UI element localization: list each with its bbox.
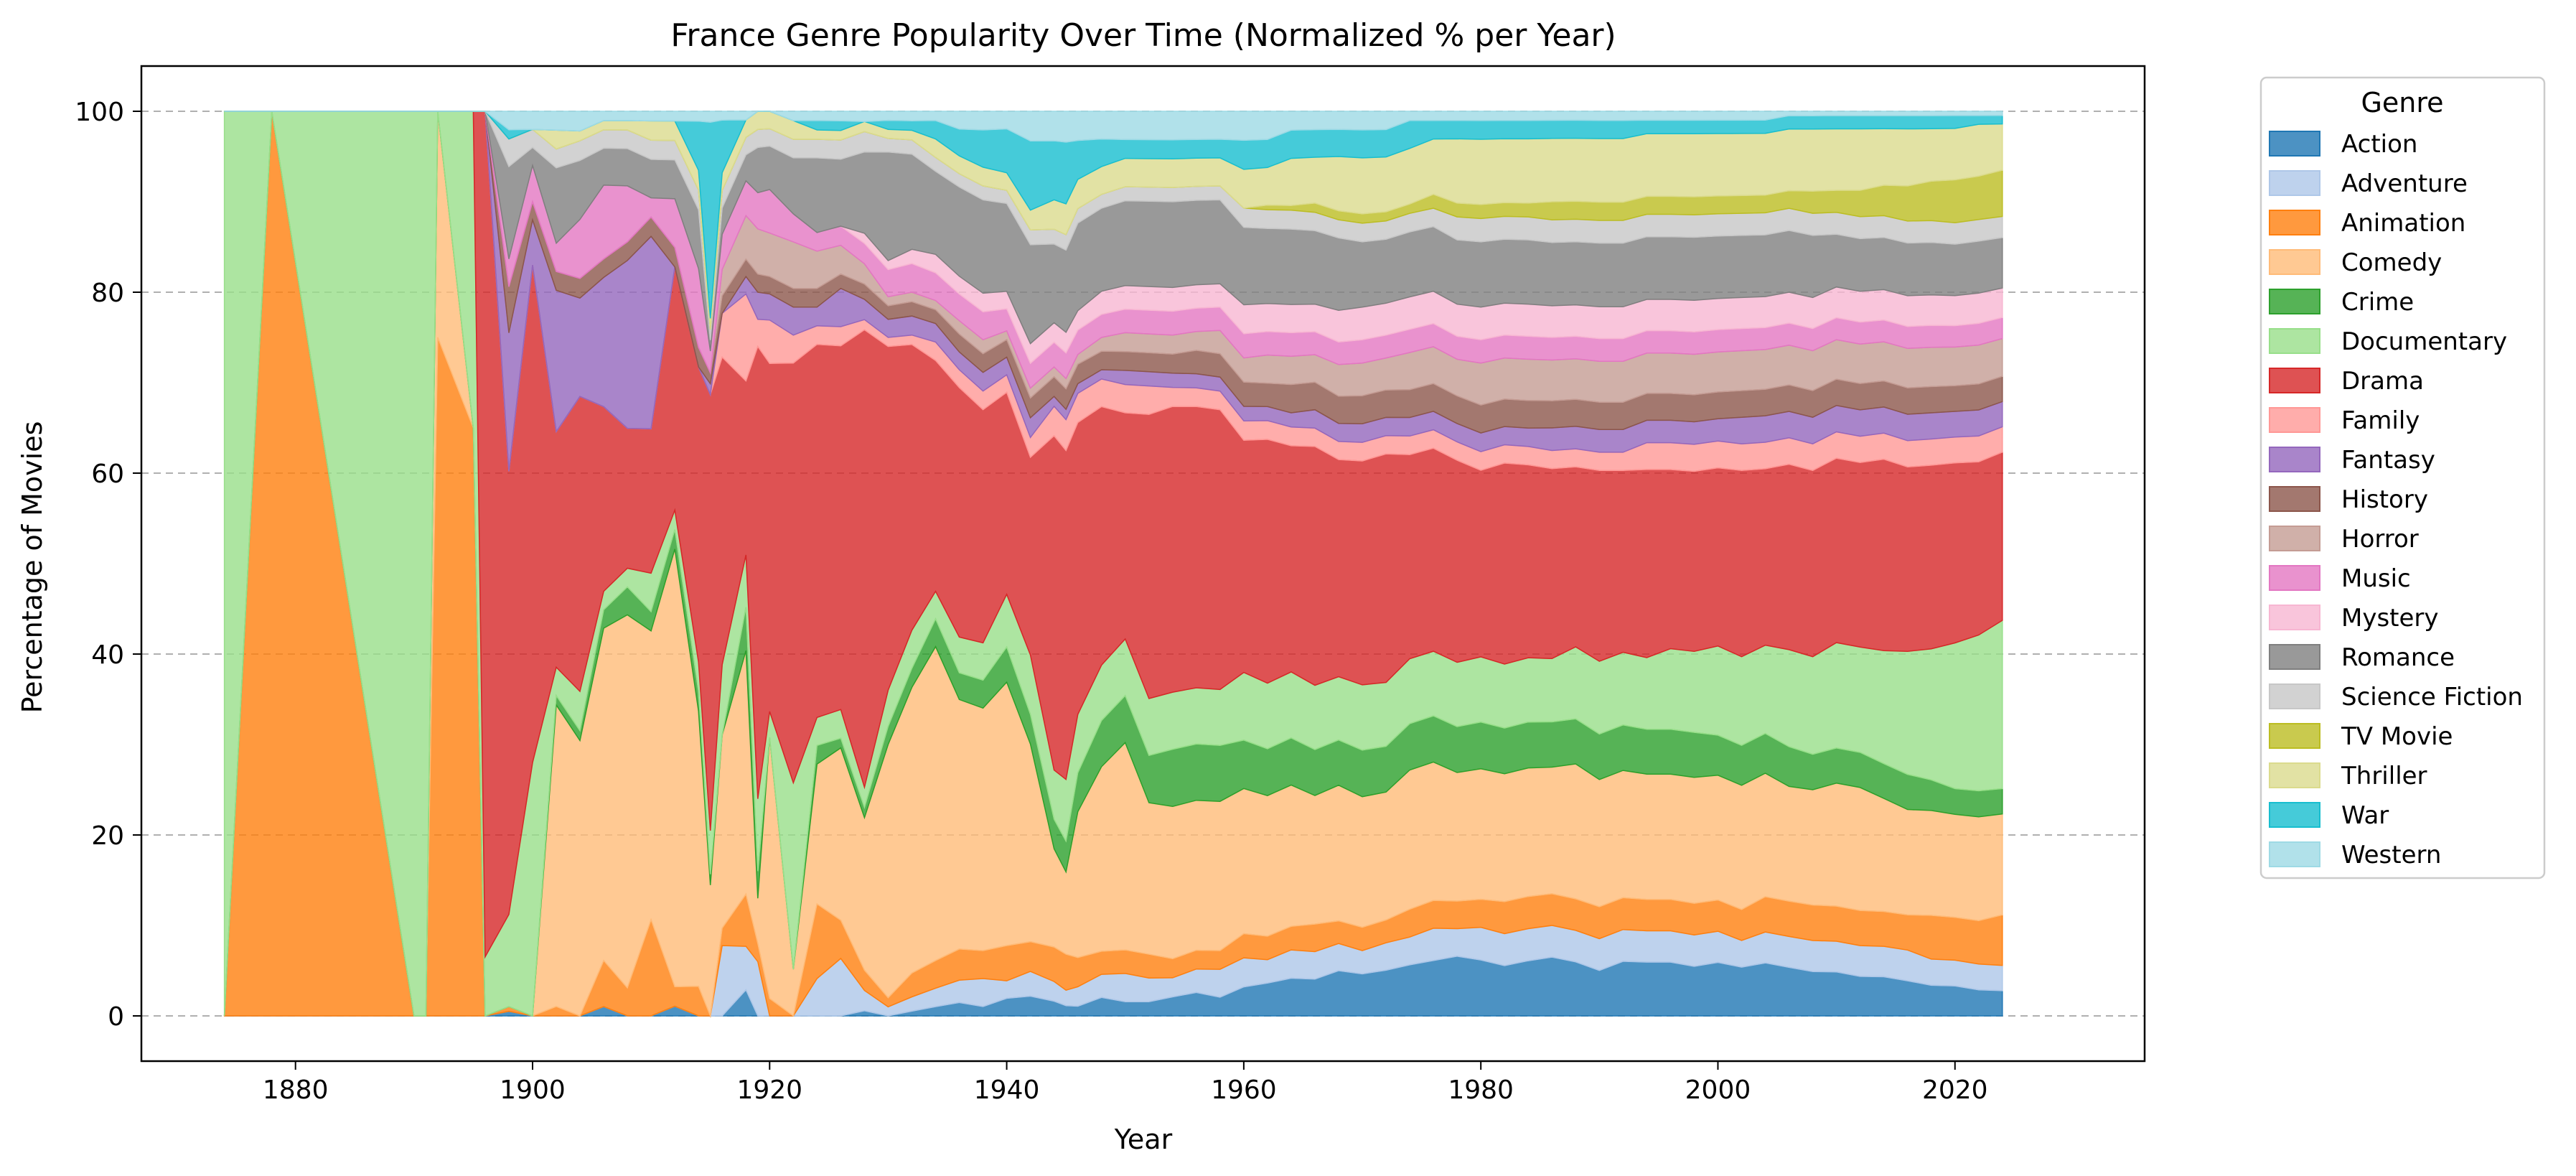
legend-label: Mystery bbox=[2341, 604, 2439, 633]
area-stack bbox=[223, 111, 2003, 1018]
y-tick-label: 100 bbox=[75, 98, 124, 127]
legend-swatch bbox=[2269, 407, 2320, 433]
legend-items: Action Adventure Animation Comedy Crime Docum… bbox=[2269, 130, 2523, 869]
legend-label: Music bbox=[2341, 564, 2411, 593]
legend-swatch bbox=[2269, 170, 2320, 196]
legend-label: TV Movie bbox=[2341, 722, 2453, 751]
x-axis-title: Year bbox=[1114, 1124, 1173, 1155]
x-tick-label: 2000 bbox=[1685, 1075, 1751, 1105]
legend-label: War bbox=[2341, 801, 2389, 830]
legend-swatch bbox=[2269, 605, 2320, 630]
legend-label: Comedy bbox=[2341, 248, 2442, 277]
legend-label: Family bbox=[2341, 406, 2420, 435]
legend-swatch bbox=[2269, 368, 2320, 393]
legend-label: Horror bbox=[2341, 525, 2419, 554]
x-tick-label: 1940 bbox=[974, 1075, 1040, 1105]
x-axis: 1880 1900 1920 1940 1960 1980 2000 2020 bbox=[263, 1061, 1988, 1105]
legend-swatch bbox=[2269, 723, 2320, 749]
y-tick-label: 60 bbox=[91, 459, 124, 489]
legend-label: Science Fiction bbox=[2341, 683, 2523, 711]
legend-swatch bbox=[2269, 289, 2320, 314]
legend-swatch bbox=[2269, 249, 2320, 275]
x-tick-label: 2020 bbox=[1922, 1075, 1988, 1105]
legend-swatch bbox=[2269, 131, 2320, 157]
chart-title: France Genre Popularity Over Time (Norma… bbox=[670, 17, 1616, 54]
legend-title: Genre bbox=[2361, 87, 2443, 118]
x-tick-label: 1920 bbox=[736, 1075, 802, 1105]
legend-label: Documentary bbox=[2341, 327, 2507, 356]
legend-swatch bbox=[2269, 526, 2320, 551]
y-tick-label: 20 bbox=[91, 821, 124, 851]
legend-label: Thriller bbox=[2341, 762, 2427, 790]
legend-swatch bbox=[2269, 802, 2320, 828]
x-tick-label: 1960 bbox=[1211, 1075, 1277, 1105]
legend-label: Fantasy bbox=[2341, 446, 2435, 475]
y-axis-title: Percentage of Movies bbox=[17, 421, 48, 714]
legend-label: Animation bbox=[2341, 209, 2465, 238]
y-tick-label: 40 bbox=[91, 640, 124, 670]
y-tick-label: 0 bbox=[108, 1002, 124, 1032]
x-tick-label: 1980 bbox=[1448, 1075, 1514, 1105]
legend-swatch bbox=[2269, 841, 2320, 867]
legend-frame bbox=[2259, 76, 2546, 879]
legend-swatch bbox=[2269, 565, 2320, 591]
legend-label: Romance bbox=[2341, 643, 2455, 672]
legend-swatch bbox=[2269, 447, 2320, 472]
legend-label: Drama bbox=[2341, 367, 2424, 396]
legend-label: Crime bbox=[2341, 288, 2414, 317]
area-series-western bbox=[224, 111, 2003, 143]
legend-label: Action bbox=[2341, 130, 2417, 159]
legend-swatch bbox=[2269, 486, 2320, 512]
legend-swatch bbox=[2269, 762, 2320, 788]
legend-label: Western bbox=[2341, 841, 2441, 869]
legend-swatch bbox=[2269, 644, 2320, 670]
legend: Genre Action Adventure Animation Comedy Crim… bbox=[2259, 76, 2546, 879]
legend-label: Adventure bbox=[2341, 169, 2468, 198]
legend-swatch bbox=[2269, 210, 2320, 235]
x-tick-label: 1880 bbox=[263, 1075, 329, 1105]
plot-frame bbox=[140, 65, 2146, 1063]
legend-swatch bbox=[2269, 328, 2320, 354]
legend-swatch bbox=[2269, 683, 2320, 709]
y-axis: 0 20 40 60 80 100 bbox=[75, 98, 141, 1032]
x-tick-label: 1900 bbox=[500, 1075, 566, 1105]
legend-label: History bbox=[2341, 485, 2428, 514]
y-tick-label: 80 bbox=[91, 279, 124, 308]
